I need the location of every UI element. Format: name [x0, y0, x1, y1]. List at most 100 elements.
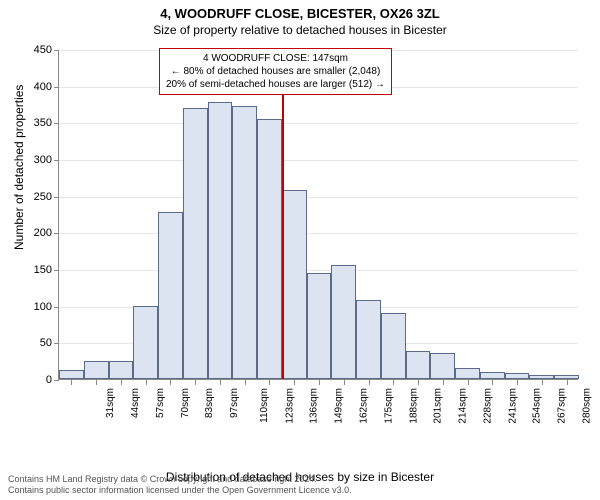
xtick-mark: [418, 380, 419, 385]
xtick-mark: [245, 380, 246, 385]
ytick-label: 100: [22, 301, 52, 313]
xtick-label: 57sqm: [155, 388, 166, 418]
xtick-mark: [146, 380, 147, 385]
xtick-label: 44sqm: [130, 388, 141, 418]
xtick-label: 280sqm: [581, 388, 592, 424]
xtick-mark: [195, 380, 196, 385]
y-axis-label: Number of detached properties: [12, 85, 26, 250]
xtick-mark: [71, 380, 72, 385]
gridline: [59, 160, 578, 161]
xtick-mark: [369, 380, 370, 385]
xtick-mark: [542, 380, 543, 385]
xtick-mark: [344, 380, 345, 385]
ytick-mark: [54, 87, 59, 88]
ytick-label: 250: [22, 191, 52, 203]
histogram-bar: [84, 361, 109, 379]
histogram-bar: [307, 273, 332, 379]
reference-infobox: 4 WOODRUFF CLOSE: 147sqm ← 80% of detach…: [159, 48, 392, 95]
histogram-bar: [158, 212, 183, 379]
histogram-bar: [257, 119, 282, 379]
xtick-mark: [492, 380, 493, 385]
xtick-mark: [96, 380, 97, 385]
ytick-mark: [54, 160, 59, 161]
xtick-label: 228sqm: [482, 388, 493, 424]
histogram-bar: [331, 265, 356, 379]
footer-line1: Contains HM Land Registry data © Crown c…: [8, 474, 592, 485]
ytick-mark: [54, 50, 59, 51]
xtick-label: 241sqm: [507, 388, 518, 424]
chart-container: Number of detached properties 31sqm44sqm…: [0, 40, 600, 440]
ytick-mark: [54, 233, 59, 234]
xtick-mark: [220, 380, 221, 385]
infobox-line1: 4 WOODRUFF CLOSE: 147sqm: [166, 52, 385, 65]
xtick-label: 83sqm: [204, 388, 215, 418]
gridline: [59, 197, 578, 198]
histogram-bar: [381, 313, 406, 379]
xtick-mark: [567, 380, 568, 385]
histogram-bar: [109, 361, 134, 379]
xtick-label: 97sqm: [229, 388, 240, 418]
histogram-bar: [183, 108, 208, 379]
histogram-bar: [505, 373, 530, 379]
histogram-bar: [59, 370, 84, 379]
ytick-label: 300: [22, 154, 52, 166]
chart-title-main: 4, WOODRUFF CLOSE, BICESTER, OX26 3ZL: [0, 0, 600, 21]
gridline: [59, 123, 578, 124]
histogram-bar: [406, 351, 431, 379]
xtick-mark: [170, 380, 171, 385]
xtick-mark: [443, 380, 444, 385]
histogram-bar: [282, 190, 307, 379]
xtick-mark: [121, 380, 122, 385]
infobox-line3: 20% of semi-detached houses are larger (…: [166, 78, 385, 91]
ytick-label: 150: [22, 264, 52, 276]
xtick-label: 31sqm: [105, 388, 116, 418]
ytick-mark: [54, 343, 59, 344]
histogram-bar: [529, 375, 554, 379]
xtick-mark: [319, 380, 320, 385]
xtick-label: 70sqm: [180, 388, 191, 418]
ytick-mark: [54, 123, 59, 124]
ytick-mark: [54, 197, 59, 198]
plot-area: 31sqm44sqm57sqm70sqm83sqm97sqm110sqm123s…: [58, 50, 578, 380]
ytick-label: 200: [22, 227, 52, 239]
xtick-label: 123sqm: [284, 388, 295, 424]
gridline: [59, 233, 578, 234]
histogram-bar: [480, 372, 505, 379]
xtick-mark: [517, 380, 518, 385]
footer-attribution: Contains HM Land Registry data © Crown c…: [8, 474, 592, 496]
ytick-mark: [54, 380, 59, 381]
ytick-mark: [54, 270, 59, 271]
xtick-label: 188sqm: [408, 388, 419, 424]
xtick-mark: [294, 380, 295, 385]
xtick-label: 254sqm: [532, 388, 543, 424]
ytick-label: 50: [22, 337, 52, 349]
histogram-bar: [430, 353, 455, 379]
footer-line2: Contains public sector information licen…: [8, 485, 592, 496]
ytick-label: 400: [22, 81, 52, 93]
xtick-label: 201sqm: [433, 388, 444, 424]
gridline: [59, 270, 578, 271]
xtick-label: 267sqm: [557, 388, 568, 424]
reference-line: [282, 50, 284, 379]
xtick-label: 175sqm: [383, 388, 394, 424]
histogram-bar: [133, 306, 158, 379]
ytick-label: 450: [22, 44, 52, 56]
xtick-label: 149sqm: [334, 388, 345, 424]
histogram-bar: [208, 102, 233, 379]
infobox-line2: ← 80% of detached houses are smaller (2,…: [166, 65, 385, 78]
xtick-label: 162sqm: [359, 388, 370, 424]
histogram-bar: [455, 368, 480, 379]
xtick-label: 214sqm: [458, 388, 469, 424]
histogram-bar: [554, 375, 579, 379]
xtick-label: 110sqm: [259, 388, 270, 423]
histogram-bar: [232, 106, 257, 379]
ytick-label: 0: [22, 374, 52, 386]
xtick-mark: [393, 380, 394, 385]
ytick-mark: [54, 307, 59, 308]
xtick-mark: [468, 380, 469, 385]
histogram-bar: [356, 300, 381, 379]
xtick-label: 136sqm: [309, 388, 320, 424]
xtick-mark: [269, 380, 270, 385]
ytick-label: 350: [22, 117, 52, 129]
chart-title-sub: Size of property relative to detached ho…: [0, 21, 600, 37]
